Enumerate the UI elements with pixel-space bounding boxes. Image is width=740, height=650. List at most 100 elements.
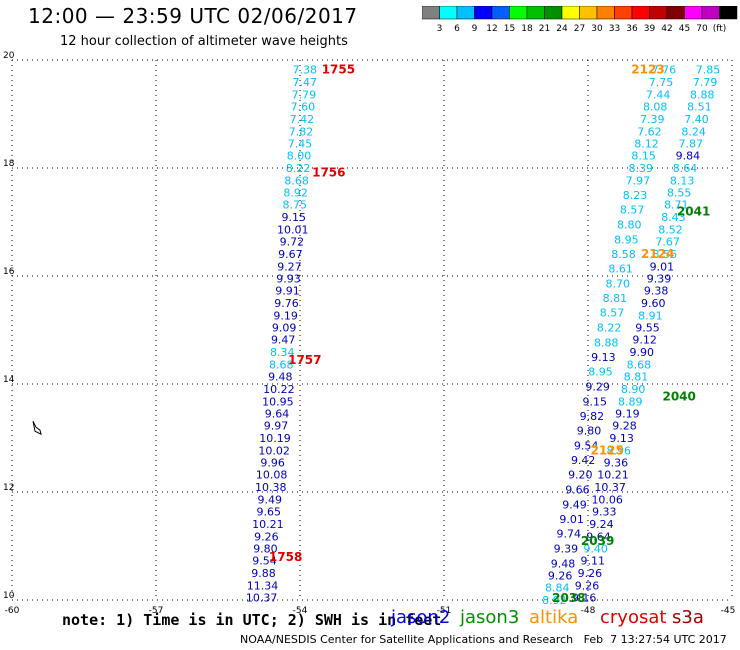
swh-value-jason2: 8.90 [621, 383, 646, 396]
swh-value-jason2: 8.68 [627, 359, 652, 372]
swh-value-jason2: 8.88 [690, 89, 715, 102]
swh-value-jason2: 9.39 [554, 543, 579, 556]
swh-value-jason2: 9.15 [282, 211, 307, 224]
legend-jason2: jason2 [391, 607, 451, 628]
x-tick-label: -54 [293, 606, 308, 616]
coastline-marker [32, 420, 42, 436]
swh-value-jason2: 9.19 [273, 309, 298, 322]
swh-value-jason2: 10.21 [597, 469, 629, 482]
x-tick-label: -51 [437, 606, 452, 616]
swh-value-jason2: 9.60 [641, 297, 666, 310]
scale-label: 6 [454, 24, 460, 34]
swh-value-jason2: 8.43 [661, 211, 686, 224]
swh-value-jason2: 9.01 [559, 513, 584, 526]
swh-value-jason2: 8.95 [588, 366, 613, 379]
swh-value-jason2: 10.21 [252, 518, 284, 531]
pass-time-label: 2040 [662, 389, 695, 403]
swh-value-jason2: 9.55 [635, 321, 660, 334]
swh-value-jason2: 9.24 [589, 518, 614, 531]
footer-timestamp: Feb 7 13:27:54 UTC 2017 [583, 633, 727, 646]
scale-label: 9 [472, 24, 478, 34]
swh-value-jason2: 7.42 [290, 113, 315, 126]
swh-value-jason2: 9.42 [571, 454, 596, 467]
swh-value-jason2: 9.39 [647, 273, 672, 286]
swh-value-jason2: 8.88 [594, 336, 619, 349]
pass-time-label: 2125 [590, 443, 623, 457]
swh-value-jason2: 9.13 [609, 432, 634, 445]
y-tick-label: 20 [3, 51, 15, 61]
swh-value-jason2: 7.47 [293, 76, 318, 89]
scale-label: 45 [679, 24, 690, 34]
swh-value-jason2: 7.82 [289, 125, 314, 138]
x-tick-label: -45 [721, 606, 736, 616]
swh-value-jason2: 8.81 [624, 370, 649, 383]
swh-value-jason2: 7.79 [693, 76, 718, 89]
swh-value-jason2: 9.80 [253, 543, 278, 556]
legend-cryosat: cryosat [600, 607, 667, 628]
pass-time-label: 2123 [631, 63, 664, 77]
swh-value-jason2: 8.52 [658, 224, 683, 237]
swh-value-jason2: 9.72 [280, 235, 305, 248]
pass-time-label: 2039 [581, 534, 614, 548]
x-tick-label: -60 [5, 606, 20, 616]
swh-value-jason2: 9.96 [260, 456, 285, 469]
swh-value-jason2: 8.80 [617, 219, 642, 232]
x-tick-label: -57 [149, 606, 164, 616]
swh-value-jason2: 7.87 [678, 138, 703, 151]
swh-value-jason2: 9.36 [604, 456, 629, 469]
swh-value-jason2: 8.51 [687, 100, 712, 113]
scale-label: 12 [486, 24, 497, 34]
scale-label: 18 [521, 24, 533, 34]
swh-value-jason2: 9.82 [580, 410, 605, 423]
swh-value-jason2: 7.44 [646, 89, 671, 102]
footer-credit: NOAA/NESDIS Center for Satellite Applica… [240, 633, 727, 646]
legend-altika: altika [529, 607, 579, 628]
swh-value-jason2: 9.49 [258, 494, 283, 507]
swh-value-jason2: 8.57 [620, 204, 645, 217]
swh-value-jason2: 7.45 [288, 138, 313, 151]
swh-value-jason2: 9.19 [615, 408, 640, 421]
swh-value-jason2: 8.81 [603, 292, 628, 305]
swh-value-jason2: 9.64 [265, 408, 290, 421]
swh-value-jason2: 10.38 [255, 481, 287, 494]
scale-label: 36 [626, 24, 638, 34]
swh-value-jason2: 8.24 [681, 125, 706, 138]
swh-value-jason2: 9.97 [264, 420, 289, 433]
scale-label: (ft) [713, 24, 727, 34]
swh-value-jason2: 9.80 [577, 424, 602, 437]
y-tick-label: 18 [3, 159, 15, 169]
swh-value-jason2: 9.67 [278, 248, 303, 261]
swh-value-jason2: 9.13 [591, 351, 616, 364]
pass-time-label: 1757 [288, 353, 321, 367]
footer-org: NOAA/NESDIS Center for Satellite Applica… [240, 633, 574, 646]
scale-label: 30 [591, 24, 603, 34]
swh-value-jason2: 9.26 [575, 579, 600, 592]
swh-value-jason2: 10.37 [246, 591, 278, 604]
swh-value-jason2: 7.62 [637, 125, 662, 138]
swh-value-jason2: 7.75 [649, 76, 674, 89]
y-tick-label: 14 [3, 375, 15, 385]
swh-value-jason2: 8.58 [611, 248, 636, 261]
swh-value-jason2: 7.60 [291, 100, 316, 113]
swh-value-jason2: 9.88 [251, 567, 276, 580]
swh-value-jason2: 7.39 [640, 113, 665, 126]
swh-value-jason2: 9.11 [581, 555, 606, 568]
swh-value-jason2: 9.26 [254, 530, 279, 543]
legend-s3a: s3a [672, 607, 704, 628]
legend-jason3: jason3 [460, 607, 520, 628]
swh-value-jason2: 9.26 [548, 570, 573, 583]
swh-value-jason2: 9.90 [630, 346, 655, 359]
swh-value-jason2: 9.48 [268, 370, 293, 383]
swh-value-jason2: 8.91 [638, 309, 663, 322]
swh-value-jason2: 9.38 [644, 285, 669, 298]
swh-value-jason2: 10.08 [256, 469, 288, 482]
scale-label: 33 [609, 24, 620, 34]
swh-value-jason2: 7.79 [292, 89, 317, 102]
swh-value-jason2: 9.74 [557, 528, 582, 541]
swh-value-jason2: 9.64 [586, 530, 611, 543]
swh-value-jason2: 9.28 [612, 420, 637, 433]
swh-value-jason2: 8.56 [653, 248, 678, 261]
swh-value-jason2: 9.54 [252, 555, 277, 568]
scale-label: 70 [696, 24, 708, 34]
pass-time-label: 2124 [641, 247, 674, 261]
